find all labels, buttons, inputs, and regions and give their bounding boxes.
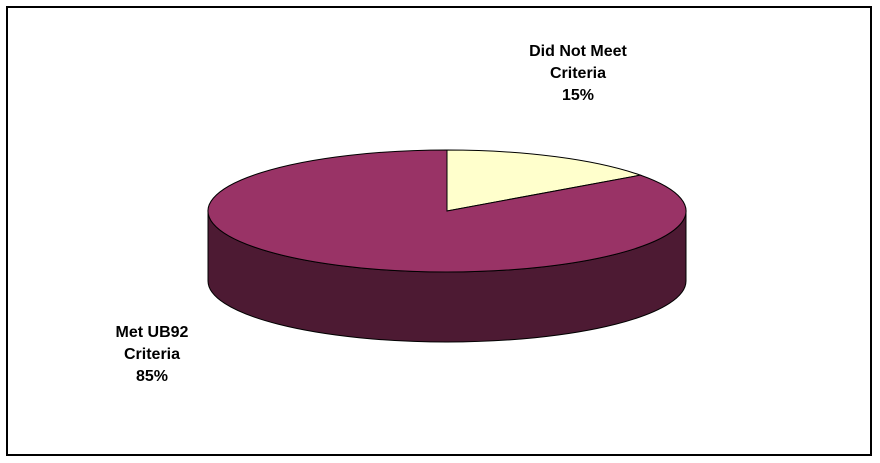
data-label-line: Did Not Meet [529, 43, 627, 60]
data-label-line: Met UB92 [116, 324, 189, 341]
data-label-line: 85% [136, 368, 168, 385]
pie-slice-met-ub92-criteria [207, 149, 687, 273]
pie-labels: Did Not Meet Criteria 15% Met UB92 Criteria 8… [116, 43, 628, 385]
data-label-met-ub92-criteria: Met UB92 Criteria 85% [116, 324, 189, 385]
data-label-did-not-meet-criteria: Did Not Meet Criteria 15% [529, 43, 627, 104]
data-label-line: Criteria [124, 346, 180, 363]
data-label-line: Criteria [550, 65, 606, 82]
pie-tops [207, 149, 687, 273]
pie-slice-did-not-meet-criteria [446, 149, 643, 212]
data-label-line: 15% [562, 87, 594, 104]
